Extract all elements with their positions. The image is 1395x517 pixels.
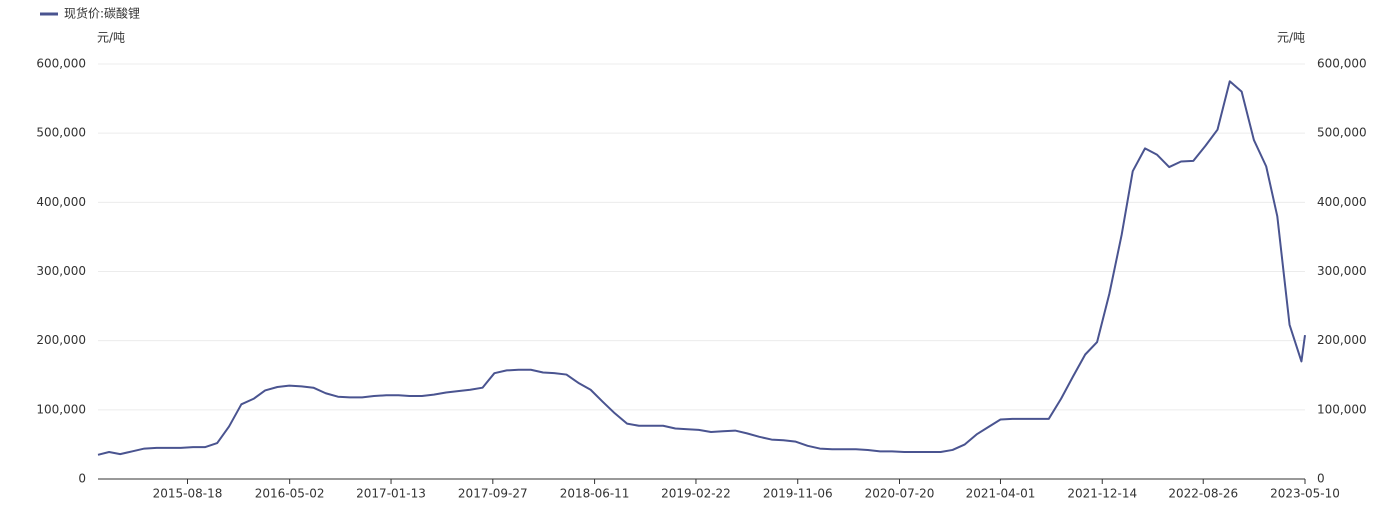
x-tick-label: 2023-05-10 [1270,487,1340,501]
x-tick-label: 2021-04-01 [966,487,1036,501]
y2-tick-label: 0 [1317,472,1325,486]
series-line [97,80,1306,456]
y-tick-label: 300,000 [36,264,86,278]
y-tick-label: 600,000 [36,57,86,71]
y-tick-label: 500,000 [36,126,86,140]
x-tick-label: 2015-08-18 [153,487,223,501]
y-tick-label: 200,000 [36,333,86,347]
x-tick-label: 2019-11-06 [763,487,833,501]
y-axis-unit: 元/吨 [97,31,125,45]
legend-label: 现货价:碳酸锂 [64,6,140,21]
x-tick-label: 2020-07-20 [865,487,935,501]
y2-tick-label: 400,000 [1317,195,1367,209]
y-tick-label: 400,000 [36,195,86,209]
x-tick-label: 2017-09-27 [458,487,528,501]
x-tick-label: 2021-12-14 [1067,487,1137,501]
x-tick-label: 2019-02-22 [661,487,731,501]
y2-axis-unit: 元/吨 [1277,31,1305,45]
y2-tick-label: 200,000 [1317,333,1367,347]
x-tick-label: 2022-08-26 [1168,487,1238,501]
y2-tick-label: 600,000 [1317,57,1367,71]
y2-tick-label: 300,000 [1317,264,1367,278]
y-tick-label: 0 [78,472,86,486]
y-tick-label: 100,000 [36,402,86,416]
y2-tick-label: 500,000 [1317,126,1367,140]
x-tick-label: 2017-01-13 [356,487,426,501]
x-tick-label: 2016-05-02 [255,487,325,501]
x-tick-label: 2018-06-11 [560,487,630,501]
y2-tick-label: 100,000 [1317,402,1367,416]
